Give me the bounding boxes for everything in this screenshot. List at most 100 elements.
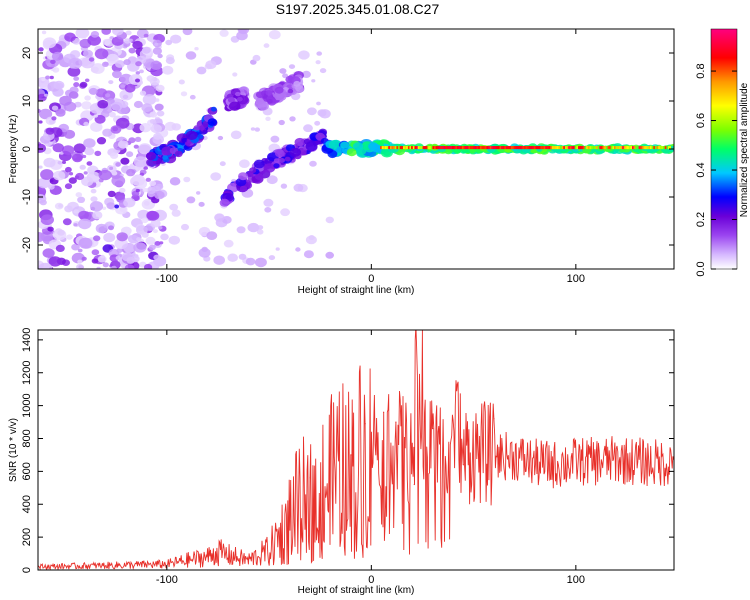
noise-blob [217,135,224,141]
steady-line-core [615,146,619,150]
noise-blob [38,232,45,243]
noise-blob [95,223,108,234]
noise-blob [135,188,140,193]
snr-x-tick-label: -100 [156,574,178,586]
steady-line-core [488,146,491,150]
steady-line-core [489,146,493,150]
steady-line-core [656,146,660,150]
noise-blob [141,103,153,113]
spectrogram-y-tick-label: 10 [21,95,33,107]
steady-line-core [650,146,653,150]
steady-line-core [396,146,400,150]
noise-blob [150,124,162,134]
steady-line-core [440,146,444,150]
noise-blob [115,117,130,129]
noise-blob [205,60,217,70]
steady-line-core [461,146,465,150]
noise-blob [112,70,122,79]
steady-line-core [422,146,426,150]
noise-blob [141,232,149,238]
steady-line-core [457,146,460,150]
noise-blob [75,29,90,39]
steady-line-core [568,146,572,150]
noise-blob [83,171,88,175]
steady-line-core [416,146,420,150]
steady-line-core [622,146,626,150]
steady-line-core [389,146,393,150]
rising-branch-blob [145,152,157,161]
noise-blob [62,218,72,226]
steady-line-core [532,146,536,150]
steady-line-core [455,146,459,150]
noise-blob [150,219,161,228]
steady-line-core [414,146,418,150]
steady-line-core [468,146,472,150]
steady-line-core [594,146,598,150]
noise-blob [110,152,119,159]
steady-line-core [473,146,477,150]
steady-line-core [589,146,593,150]
noise-blob [91,249,100,256]
noise-blob [40,214,54,225]
noise-blob [219,161,226,167]
rising-branch-2-blob [305,141,318,152]
noise-blob [288,64,296,69]
noise-blob [82,154,87,159]
colorbar-axis: 0.0 0.2 0.4 0.6 0.8 [695,63,737,277]
spectrogram-y-tick-label: 0 [21,146,33,152]
noise-blob [135,78,140,83]
noise-blob [303,124,313,133]
rising-branch-blob [161,146,173,156]
noise-blob [153,254,161,261]
upper-branch-2-blob [265,90,273,96]
steady-line-core [383,146,387,150]
noise-blob [98,169,112,181]
steady-line-core [401,146,405,150]
steady-line-core [411,146,415,150]
snr-y-tick-label: 600 [21,462,33,480]
steady-line-core [640,146,644,150]
steady-line-core [381,146,385,150]
noise-blob [143,33,149,38]
steady-line-core [479,146,483,150]
noise-blob [73,76,80,81]
rising-branch-2-blob [284,156,291,162]
snr-y-label: SNR (10 * v/v) [8,418,19,482]
steady-line-core [386,146,390,150]
noise-blob [38,120,43,124]
noise-blob [53,170,66,181]
noise-blob [42,248,55,258]
noise-blob [257,225,264,230]
steady-line-core [560,146,563,150]
steady-line-core [507,146,511,150]
noise-blob [39,199,47,206]
steady-line-core [643,146,647,150]
noise-blob [196,191,201,195]
noise-blob [84,147,95,156]
spectrogram-x-label: Height of straight line (km) [298,285,415,296]
steady-line-core [437,146,441,150]
noise-blob [51,105,59,111]
noise-blob [230,130,242,140]
steady-line-core [520,146,524,150]
noise-blob [149,119,156,124]
noise-blob [45,75,51,80]
noise-blob [305,235,317,245]
noise-blob [81,256,87,261]
rising-branch-2-blob [238,172,248,181]
noise-blob [38,108,41,113]
noise-blob [100,254,105,259]
noise-blob [62,145,75,156]
steady-line-core [453,146,457,150]
noise-blob [114,204,120,209]
noise-blob [123,243,136,253]
noise-blob [38,165,43,169]
steady-line-core [663,146,667,150]
noise-blob [156,110,165,117]
noise-blob [90,31,100,38]
noise-blob [185,51,197,60]
noise-blob [106,53,119,64]
noise-blob [266,175,278,185]
noise-blob [77,248,83,253]
steady-line-core [527,146,531,150]
